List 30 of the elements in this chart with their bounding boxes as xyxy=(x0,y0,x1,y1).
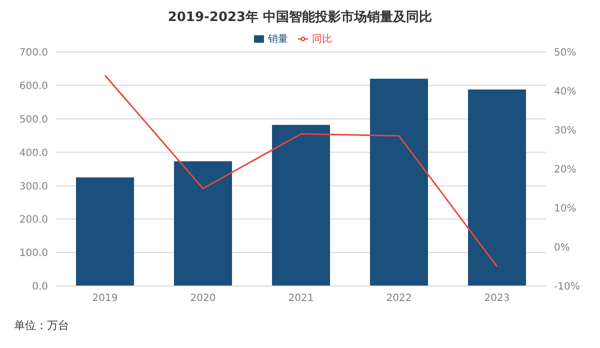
bar xyxy=(370,78,428,286)
y-tick-label: 600.0 xyxy=(19,80,48,92)
y-tick-label: 100.0 xyxy=(19,248,48,260)
y-tick-label: 500.0 xyxy=(19,114,48,126)
y2-tick-label: 10% xyxy=(554,204,576,215)
bar xyxy=(468,89,526,286)
bar xyxy=(272,124,330,286)
text: 单位：万台 xyxy=(14,318,69,333)
y-tick-label: 400.0 xyxy=(19,148,48,159)
chart-title: 2019-2023年 中国智能投影市场销量及同比 xyxy=(166,8,434,26)
y-tick-label: 200.0 xyxy=(19,214,48,226)
y2-tick-label: 40% xyxy=(554,86,576,98)
line-series xyxy=(104,74,498,268)
bar xyxy=(174,161,232,286)
legend-label: 同比 xyxy=(312,34,332,45)
y2-tick-label: 20% xyxy=(554,164,576,176)
y2-tick-label: 30% xyxy=(554,126,576,137)
y-tick-label: 700.0 xyxy=(19,48,48,59)
y-tick-label: 0.0 xyxy=(32,282,48,293)
x-tick-label: 2019 xyxy=(92,293,118,304)
y2-tick-label: 50% xyxy=(554,48,576,59)
x-tick-label: 2023 xyxy=(484,293,510,304)
y-tick-label: 300.0 xyxy=(19,181,48,192)
x-tick-label: 2021 xyxy=(288,293,314,304)
bar xyxy=(76,177,134,286)
y2-tick-label: -10% xyxy=(554,282,580,293)
x-tick-label: 2022 xyxy=(386,293,412,304)
legend-label: 销量 xyxy=(268,34,288,45)
y2-tick-label: 0% xyxy=(554,242,570,254)
x-tick-label: 2020 xyxy=(190,293,216,304)
